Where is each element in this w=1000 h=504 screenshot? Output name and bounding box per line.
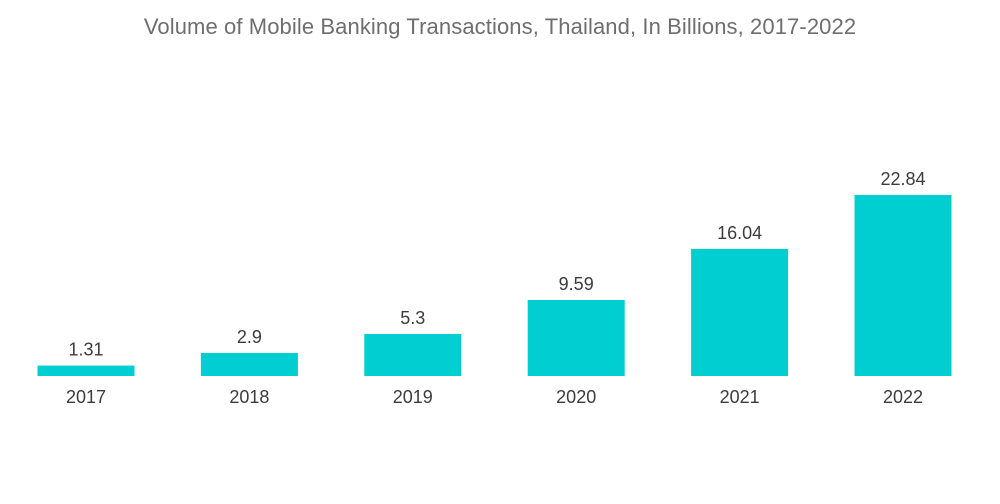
- chart-title: Volume of Mobile Banking Transactions, T…: [143, 14, 857, 39]
- value-label-2022: 22.84: [880, 169, 925, 189]
- bar-2018: [200, 353, 298, 376]
- bar-2021: [691, 248, 789, 376]
- x-tick-label-2020: 2020: [556, 387, 596, 407]
- value-label-2017: 1.31: [68, 340, 103, 360]
- x-tick-label-2022: 2022: [883, 387, 923, 407]
- bars-layer: [37, 195, 952, 376]
- value-labels-layer: 1.31 2.9 5.3 9.59 16.04 22.84: [68, 169, 925, 360]
- bar-2017: [37, 365, 135, 376]
- bar-2020: [527, 300, 625, 376]
- bar-2022: [854, 195, 952, 376]
- x-tick-label-2017: 2017: [66, 387, 106, 407]
- value-label-2020: 9.59: [559, 274, 594, 294]
- value-label-2018: 2.9: [237, 327, 262, 347]
- x-axis-ticks-layer: 2017 2018 2019 2020 2021 2022: [66, 387, 923, 407]
- value-label-2021: 16.04: [717, 223, 762, 243]
- x-tick-label-2018: 2018: [229, 387, 269, 407]
- x-tick-label-2021: 2021: [720, 387, 760, 407]
- x-tick-label-2019: 2019: [393, 387, 433, 407]
- bar-2019: [364, 334, 462, 376]
- value-label-2019: 5.3: [400, 308, 425, 328]
